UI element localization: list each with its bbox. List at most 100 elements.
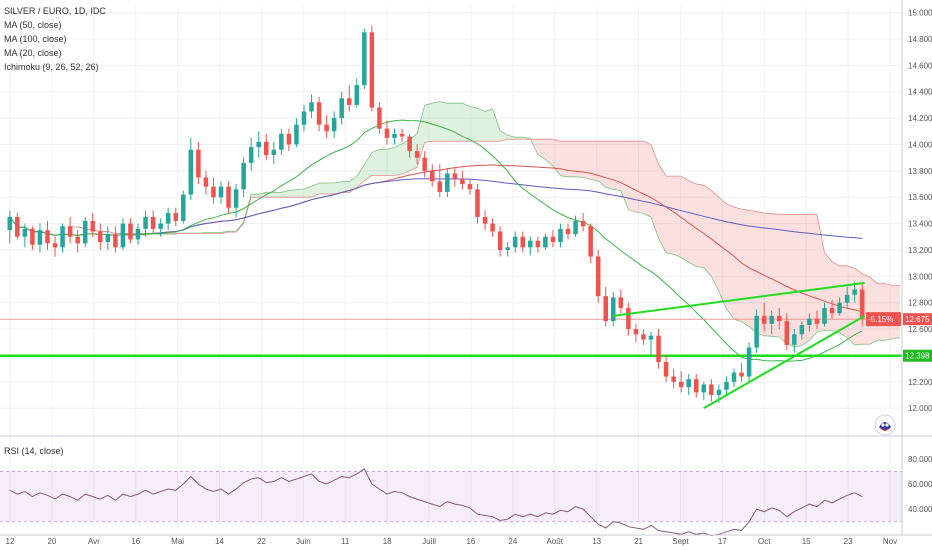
candle-body [422,157,427,171]
price-tick-label: 12.600 [908,325,932,334]
tradingview-logo-icon[interactable] [874,414,896,436]
cloud-segment [726,203,734,320]
price-tick-label: 13.200 [908,246,932,255]
candle-body [716,389,722,395]
rsi-tick-label: 40.0000 [908,505,932,514]
cloud-segment [711,190,719,292]
cloud-segment [884,283,893,341]
time-tick-label: Avr [88,537,100,546]
price-tick-label: 15.000 [908,9,932,18]
cloud-segment [356,164,365,188]
candle-body [822,307,827,324]
cloud-segment [364,152,372,181]
time-tick-label: 24 [508,537,517,546]
candle-body [384,128,390,138]
candle-body [120,223,126,248]
candle-body [218,186,224,198]
price-tick-label: 13.800 [908,167,932,176]
candle-body [226,186,231,208]
candle-body [60,226,65,248]
candle-body [807,318,812,326]
candle-body [701,384,707,393]
candle-body [694,379,699,393]
cloud-segment [507,135,516,140]
change-badge-bg [866,312,901,327]
rsi-pane [0,468,902,537]
candle-body [852,289,857,295]
candle-body [437,181,443,192]
time-tick-label: 20 [47,537,56,546]
candle-body [671,376,676,382]
cloud-segment [462,103,470,142]
cloud-segment [688,180,697,267]
cloud-segment [832,261,840,334]
level-price-badge: 12.398 [905,352,930,361]
candlestick-series [7,25,865,403]
cloud-segment [590,141,599,181]
cloud-segment [552,139,561,176]
cloud-segment [681,176,689,263]
cloud-segment [643,141,651,217]
price-tick-label: 13.400 [908,220,932,229]
cloud-segment [386,147,395,176]
candle-body [203,177,209,187]
candle-body [105,234,111,243]
candle-body [346,98,352,105]
ichimoku-span-a [70,101,900,348]
candle-body [746,347,752,377]
candle-body [799,325,805,335]
candle-body [331,118,337,132]
level-price-badge-bg [903,349,932,362]
price-tick-label: 14.800 [908,35,932,44]
cloud-segment [598,141,606,188]
legend-ma20: MA (20, close) [4,48,62,58]
candle-body [301,111,307,125]
cloud-segment [326,183,335,194]
symbol-title: SILVER / EURO, 1D, IDC [4,6,106,16]
cloud-segment [477,108,486,142]
candle-body [512,236,518,248]
time-tick-label: 21 [634,537,643,546]
cloud-segment [515,137,523,140]
time-tick-label: Juin [296,537,311,546]
cloud-segment [764,213,772,337]
time-tick-label: 15 [802,537,811,546]
time-tick-label: 22 [257,537,266,546]
cloud-segment [319,183,327,194]
time-tick-label: Sept [672,537,689,546]
cloud-segment [658,164,667,253]
rsi-line [9,468,863,537]
legend-ma100: MA (100, close) [4,34,67,44]
cloud-segment [371,149,380,176]
cloud-segment [673,176,682,258]
candle-body [550,236,556,243]
candle-body [399,133,405,137]
candle-body [407,136,412,152]
candle-body [558,228,563,243]
candle-body [181,194,186,221]
candle-body [37,230,43,245]
candle-body [709,384,714,395]
candle-body [829,307,835,314]
candle-body [543,236,548,248]
legend-ma50: MA (50, close) [4,20,62,30]
candle-body [188,149,194,195]
candle-body [98,231,103,243]
candle-body [535,240,541,248]
candle-body [633,329,639,335]
cloud-segment [341,181,350,193]
candle-body [150,216,156,229]
time-tick-label: 11 [341,537,350,546]
candle-body [678,381,684,388]
candle-body [686,379,691,388]
candle-body [369,32,375,108]
cloud-segment [492,108,501,142]
rsi-band [0,471,902,522]
cloud-segment [718,197,727,309]
cloud-segment [733,207,742,322]
candle-body [505,247,510,250]
candle-body [52,243,58,248]
price-tick-label: 14.400 [908,88,932,97]
cloud-segment [485,108,493,142]
cloud-segment [288,189,297,198]
